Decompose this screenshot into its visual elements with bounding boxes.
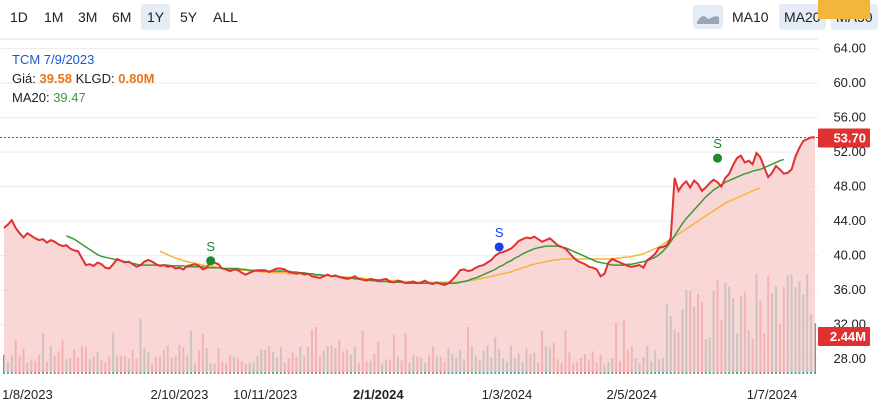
signal-label: S: [206, 239, 215, 254]
x-tick-label: 1/8/2023: [2, 387, 53, 402]
signal-dot: [713, 153, 723, 163]
area-chart-icon: [697, 16, 719, 24]
x-tick-label: 2/10/2023: [151, 387, 209, 402]
y-tick-label: 44.00: [833, 213, 866, 228]
volume-tag-box: [818, 327, 870, 346]
y-tick-label: 56.00: [833, 110, 866, 125]
range-1d-button[interactable]: 1D: [10, 9, 28, 25]
price-value: 39.58: [39, 71, 73, 86]
price-label: Giá:: [12, 71, 36, 86]
ma-label: MA20:: [12, 90, 50, 105]
range-6m-button[interactable]: 6M: [112, 9, 132, 25]
range-1m-button[interactable]: 1M: [44, 9, 64, 25]
signal-label: S: [495, 225, 504, 240]
area-chart-toggle[interactable]: [693, 5, 723, 29]
x-tick-label: 1/7/2024: [747, 387, 798, 402]
signal-dot: [206, 256, 216, 266]
range-all-button[interactable]: ALL: [213, 9, 238, 25]
ma20-button[interactable]: MA20: [779, 4, 826, 30]
info-panel: TCM 7/9/2023 Giá: 39.58 KLGD: 0.80M MA20…: [12, 50, 154, 107]
x-axis: 1/8/2023 2/10/2023 10/11/2023 2/1/2024 1/3/2…: [2, 387, 797, 402]
ma50-tag-box: [818, 0, 870, 19]
y-axis: 64.00 60.00 56.00 52.00 48.00 44.00 40.00 36.00…: [833, 41, 866, 366]
price-volume-row: Giá: 39.58 KLGD: 0.80M: [12, 69, 154, 88]
ma-row: MA20: 39.47: [12, 88, 154, 107]
y-tick-label: 40.00: [833, 248, 866, 263]
ma10-button[interactable]: MA10: [732, 9, 769, 25]
y-tick-label: 28.00: [833, 351, 866, 366]
signal-dot: [494, 242, 504, 252]
range-1y-button[interactable]: 1Y: [141, 4, 171, 30]
range-3m-button[interactable]: 3M: [78, 9, 98, 25]
y-tick-label: 52.00: [833, 144, 866, 159]
ticker-date: TCM 7/9/2023: [12, 52, 95, 67]
x-tick-label: 10/11/2023: [233, 387, 297, 402]
ma-value: 39.47: [53, 90, 86, 105]
y-tick-label: 48.00: [833, 179, 866, 194]
volume-label: KLGD:: [75, 71, 115, 86]
x-tick-label: 2/5/2024: [606, 387, 657, 402]
price-line: [3, 136, 815, 286]
ma50-tag-text: 47.82: [833, 0, 866, 3]
price-tag-text: 53.70: [833, 130, 866, 145]
price-area: [4, 137, 815, 372]
y-tick-label: 60.00: [833, 75, 866, 90]
x-tick-label: 2/1/2024: [353, 387, 404, 402]
y-tick-label: 64.00: [833, 41, 866, 56]
x-tick-label: 1/3/2024: [482, 387, 533, 402]
y-tick-label: 36.00: [833, 282, 866, 297]
value-tags: 53.7051.1547.822.44M: [818, 0, 870, 346]
price-tag-box: [818, 128, 870, 148]
volume-tag-text: 2.44M: [830, 329, 866, 344]
volume-value: 0.80M: [118, 71, 155, 86]
signal-markers: S S S: [206, 136, 723, 266]
signal-label: S: [713, 136, 722, 151]
range-5y-button[interactable]: 5Y: [180, 9, 198, 25]
